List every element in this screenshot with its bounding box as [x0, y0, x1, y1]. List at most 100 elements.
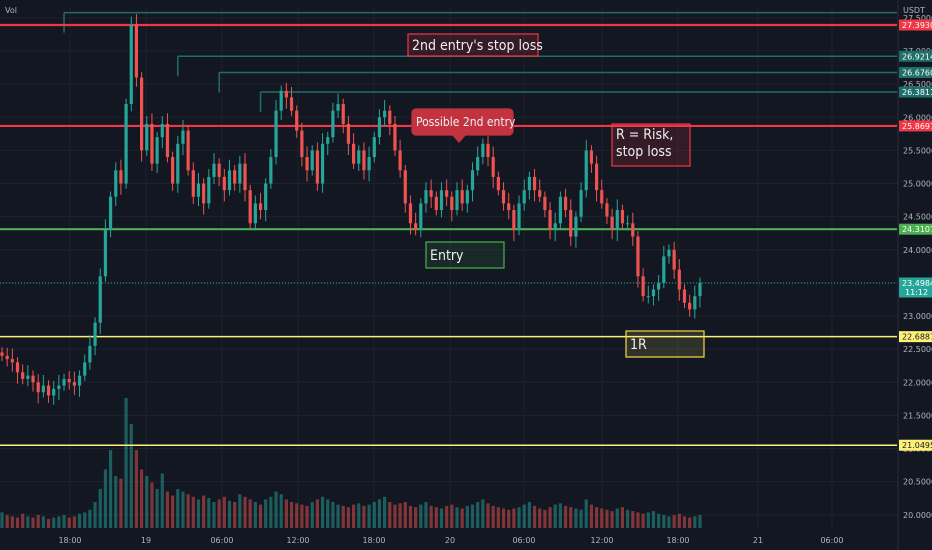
- volume-bar: [507, 509, 511, 528]
- annotation-pointer: [452, 135, 466, 143]
- candle-body: [610, 216, 614, 230]
- volume-bar: [227, 500, 232, 528]
- candle-body: [646, 296, 650, 298]
- volume-bar: [688, 517, 692, 528]
- volume-bar: [574, 508, 578, 528]
- volume-bar: [46, 518, 51, 528]
- candle-body: [52, 388, 56, 396]
- candle-body: [346, 123, 351, 144]
- volume-bar: [532, 505, 537, 528]
- volume-bar: [0, 512, 4, 528]
- candle-body: [522, 190, 526, 204]
- candle-body: [72, 382, 76, 386]
- volume-bar: [320, 496, 325, 528]
- annotations[interactable]: 2nd entry's stop loss Possible 2nd entry R…: [407, 33, 705, 358]
- time-tick-label: 06:00: [512, 536, 535, 545]
- candle-body: [558, 196, 562, 224]
- price-label-text: 27.3930: [902, 21, 932, 30]
- volume-bar: [429, 505, 433, 528]
- candle-body: [10, 359, 14, 363]
- candle-body: [269, 157, 273, 184]
- price-tick-label: 25.0000: [903, 180, 932, 189]
- volume-bar: [543, 509, 547, 528]
- candle-body: [233, 170, 237, 184]
- volume-bar: [450, 504, 454, 528]
- volume-bar: [202, 495, 206, 528]
- volume-bar: [77, 513, 82, 528]
- volume-bar: [274, 491, 278, 528]
- candle-body: [414, 223, 418, 230]
- volume-bar: [62, 515, 66, 528]
- candle-body: [114, 170, 118, 197]
- volume-bar: [88, 509, 92, 528]
- price-tick-label: 20.5000: [903, 478, 932, 487]
- volume-bar: [414, 507, 418, 528]
- annotation-risk[interactable]: R = Risk,stop loss: [611, 123, 691, 167]
- time-axis[interactable]: 18:00 19 06:00 12:00 18:00 20 06:00 12:00 18:00 2…: [58, 536, 843, 545]
- price-label-text: 23.4984: [902, 279, 932, 288]
- volume-bar: [403, 502, 407, 528]
- candle-body: [207, 176, 211, 204]
- volume-bar: [186, 494, 190, 528]
- candle-body: [527, 176, 531, 191]
- symbol-label: Vol: [5, 6, 17, 15]
- volume-bar: [657, 513, 661, 528]
- volume-bar: [326, 499, 330, 528]
- volume-bar: [36, 515, 40, 528]
- annotation-risk-box: [611, 123, 691, 167]
- volume-bar: [305, 505, 309, 528]
- volume-bar: [222, 496, 226, 528]
- volume-bar: [5, 515, 9, 528]
- volume-bar: [248, 499, 252, 528]
- candle-body: [351, 143, 356, 164]
- time-tick-label: 12:00: [286, 536, 309, 545]
- candle-body: [264, 183, 268, 211]
- volume-bar: [264, 499, 268, 528]
- candle-body: [186, 130, 190, 171]
- candle-body: [631, 223, 635, 237]
- price-label-tag: [899, 223, 932, 235]
- volume-bar: [191, 496, 195, 528]
- candle-body: [165, 123, 170, 158]
- candle-body: [31, 375, 35, 383]
- volume-bar: [672, 515, 676, 528]
- volume-bar: [103, 469, 108, 528]
- price-label-tag: [899, 277, 932, 298]
- volume-bar: [615, 508, 619, 528]
- candle-body: [305, 157, 309, 171]
- volume-bar: [481, 499, 485, 528]
- volume-bar: [372, 502, 376, 528]
- volume-bar: [165, 491, 170, 528]
- volume-bar: [284, 499, 288, 528]
- candle-body: [88, 345, 92, 363]
- volume-bar: [641, 513, 645, 528]
- annotation-1r[interactable]: 1R: [625, 330, 705, 358]
- candle-body: [698, 282, 702, 297]
- candle-body: [336, 104, 340, 111]
- candle-body: [46, 385, 51, 396]
- price-tick-label: 26.0000: [903, 113, 932, 122]
- volume-bar: [119, 478, 123, 528]
- volume-bar: [67, 517, 71, 528]
- volume-bar: [682, 516, 687, 528]
- annotation-possible-2nd-entry[interactable]: Possible 2nd entry: [411, 108, 516, 143]
- candle-body: [5, 355, 9, 360]
- candle-body: [150, 123, 154, 164]
- candle-body: [408, 203, 413, 224]
- volume-bar: [310, 502, 314, 528]
- volume-bar: [589, 504, 594, 528]
- candle-body: [667, 249, 671, 257]
- candle-body: [620, 210, 625, 224]
- volume-bar: [470, 504, 475, 528]
- candle-body: [258, 203, 263, 211]
- annotation-entry[interactable]: Entry: [425, 241, 505, 269]
- annotation-entry-text: Entry: [430, 248, 464, 264]
- volume-bar: [620, 507, 625, 528]
- candle-body: [589, 150, 594, 164]
- annotation-2nd-stop-loss[interactable]: 2nd entry's stop loss: [407, 33, 543, 57]
- candle-body: [476, 157, 480, 171]
- price-tick-label: 20.0000: [903, 511, 932, 520]
- candle-body: [129, 24, 133, 105]
